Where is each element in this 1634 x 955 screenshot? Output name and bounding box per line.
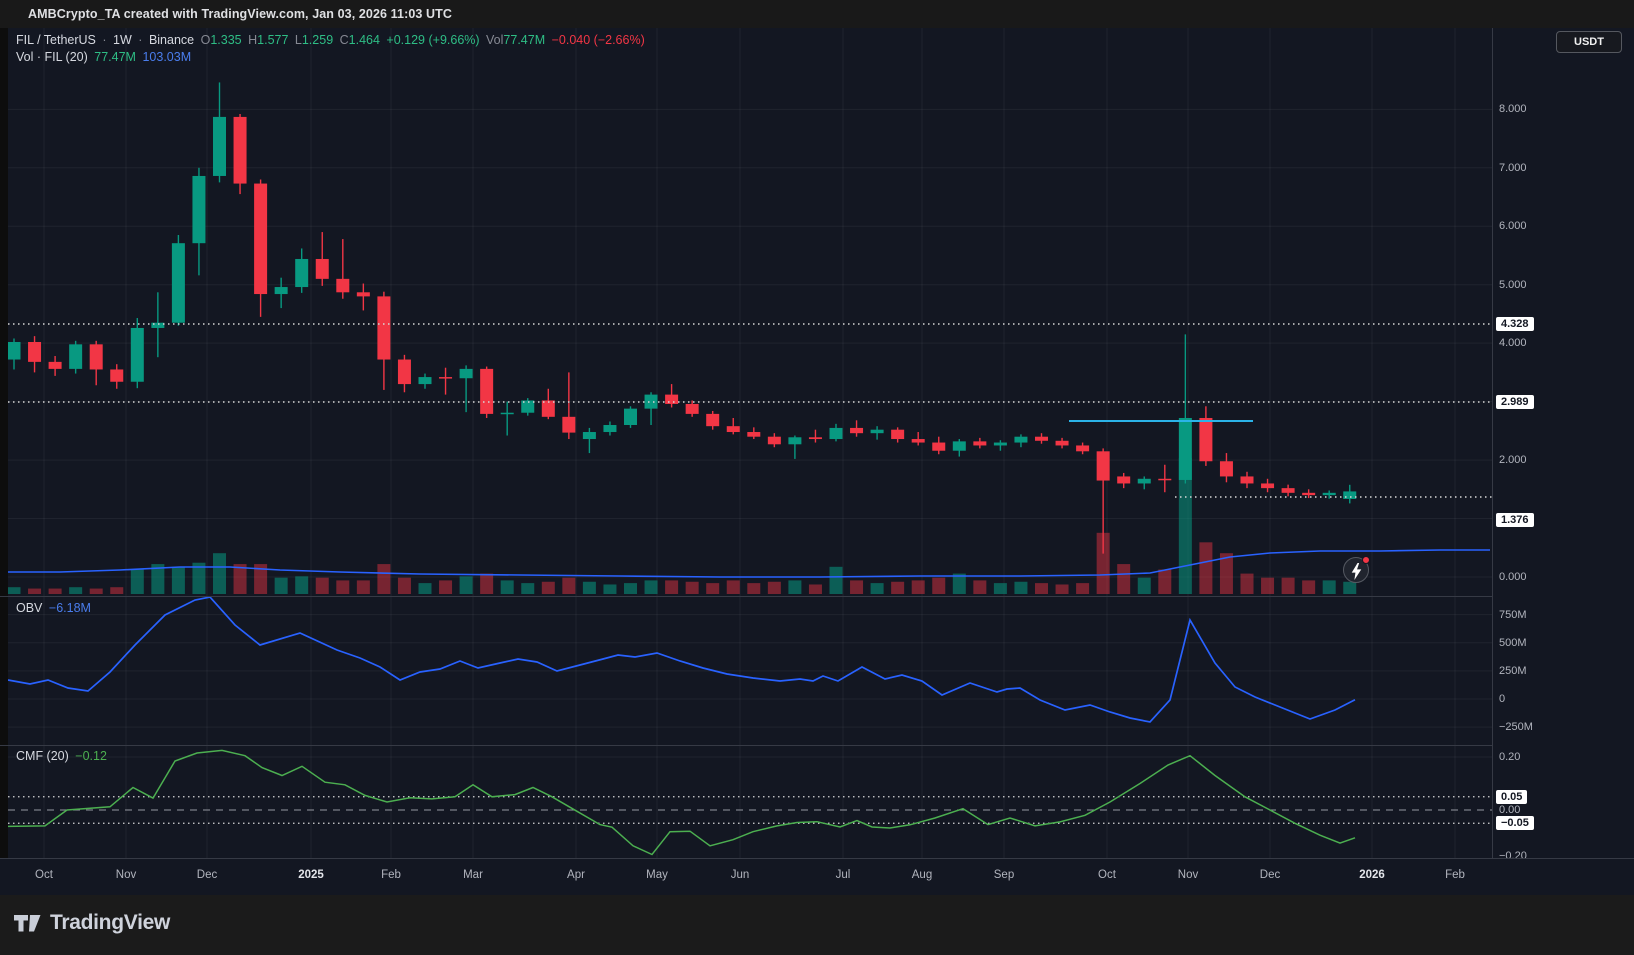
price-axis-label: 6.000 — [1499, 220, 1527, 232]
price-axis-label: 4.000 — [1499, 337, 1527, 349]
price-axis-label: 7.000 — [1499, 162, 1527, 174]
page-title: AMBCrypto_TA created with TradingView.co… — [28, 7, 452, 21]
low-value: 1.259 — [301, 33, 334, 47]
time-axis-label: Feb — [381, 869, 401, 881]
symbol-name: FIL / TetherUS — [16, 33, 96, 47]
close-label: C — [339, 33, 349, 47]
volume-ma-value: 103.03M — [142, 50, 192, 64]
price-axis-label: 0.000 — [1499, 571, 1527, 583]
price-line-badge: 2.989 — [1496, 395, 1534, 409]
cmf-label: CMF (20) — [16, 749, 69, 763]
time-axis-label: Aug — [911, 869, 933, 881]
time-axis-label: Sep — [993, 869, 1015, 881]
price-line-badge: 4.328 — [1496, 317, 1534, 331]
cmf-indicator-legend[interactable]: CMF (20) −0.12 — [16, 749, 110, 763]
time-axis-label: May — [646, 869, 668, 881]
time-axis-label: Dec — [196, 869, 218, 881]
open-label: O — [200, 33, 211, 47]
volume-indicator-label: Vol · FIL (20) — [16, 50, 88, 64]
high-label: H — [248, 33, 258, 47]
price-axis-label: 5.000 — [1499, 279, 1527, 291]
symbol-legend[interactable]: FIL / TetherUS · 1W · Binance O1.335 H1.… — [16, 33, 645, 47]
price-axis-label: 8.000 — [1499, 103, 1527, 115]
obv-axis-label: 0 — [1499, 693, 1506, 705]
cmf-line — [7, 749, 1356, 856]
pane-separator-cmf[interactable] — [0, 745, 1634, 746]
tradingview-logo[interactable]: TradingView — [14, 911, 170, 935]
cmf-threshold-lines — [8, 796, 1492, 824]
header-bar: AMBCrypto_TA created with TradingView.co… — [0, 0, 1634, 28]
vol-label: Vol — [486, 33, 504, 47]
interval-label: 1W — [113, 33, 132, 47]
obv-axis-label: 500M — [1499, 637, 1527, 649]
change-value: +0.129 (+9.66%) — [386, 33, 480, 47]
grid — [8, 28, 1492, 864]
obv-line — [7, 596, 1356, 723]
time-axis-label: Apr — [567, 869, 585, 881]
cmf-axis-label: 0.20 — [1499, 751, 1521, 763]
close-value: 1.464 — [348, 33, 380, 47]
left-margin — [0, 28, 8, 895]
time-axis-year-label: 2025 — [298, 869, 324, 881]
pane-separator-obv[interactable] — [0, 596, 1634, 597]
notification-dot-icon — [1362, 556, 1370, 564]
tradingview-logo-text: TradingView — [50, 911, 171, 934]
time-axis-label: Dec — [1259, 869, 1281, 881]
volume-indicator-legend[interactable]: Vol · FIL (20) 77.47M 103.03M — [16, 50, 194, 64]
cmf-threshold-badge: −0.05 — [1496, 816, 1534, 830]
obv-indicator-legend[interactable]: OBV −6.18M — [16, 601, 94, 615]
obv-axis-label: 250M — [1499, 665, 1527, 677]
price-axis[interactable]: 8.000 7.000 6.000 5.000 4.000 2.000 0.000 750M 5… — [1492, 28, 1634, 862]
obv-label: OBV — [16, 601, 43, 615]
vol-value: 77.47M — [503, 33, 546, 47]
time-axis[interactable]: Oct Nov Dec 2025 Feb Mar Apr May Jun Jul Aug Sep Oct… — [0, 858, 1634, 895]
time-axis-label: Feb — [1445, 869, 1465, 881]
vol-change-value: −0.040 (−2.66%) — [551, 33, 645, 47]
currency-toggle-button[interactable]: USDT — [1556, 31, 1622, 53]
time-axis-label: Mar — [463, 869, 483, 881]
cmf-threshold-badge: 0.05 — [1496, 790, 1528, 804]
lightning-icon — [1351, 562, 1362, 580]
cmf-axis-label: 0.00 — [1499, 804, 1521, 816]
time-axis-label: Oct — [1098, 869, 1116, 881]
time-axis-label: Jun — [730, 869, 750, 881]
footer-bar: TradingView — [0, 895, 1634, 955]
price-line-badge: 1.376 — [1496, 513, 1534, 527]
cmf-value: −0.12 — [75, 749, 107, 763]
time-axis-year-label: 2026 — [1359, 869, 1385, 881]
candlestick-series — [7, 82, 1357, 554]
obv-axis-label: −250M — [1499, 721, 1533, 733]
high-value: 1.577 — [257, 33, 289, 47]
volume-current-value: 77.47M — [94, 50, 136, 64]
obv-value: −6.18M — [48, 601, 91, 615]
time-axis-label: Nov — [115, 869, 137, 881]
time-axis-label: Jul — [835, 869, 851, 881]
volume-series — [7, 458, 1357, 594]
open-value: 1.335 — [210, 33, 242, 47]
instant-trading-button[interactable] — [1343, 556, 1370, 583]
time-axis-label: Oct — [35, 869, 53, 881]
price-axis-label: 2.000 — [1499, 454, 1527, 466]
tradingview-logo-icon — [14, 914, 41, 931]
low-label: L — [294, 33, 302, 47]
time-axis-label: Nov — [1177, 869, 1199, 881]
obv-axis-label: 750M — [1499, 609, 1527, 621]
volume-ma-line — [8, 549, 1490, 578]
exchange-label: Binance — [148, 33, 195, 47]
